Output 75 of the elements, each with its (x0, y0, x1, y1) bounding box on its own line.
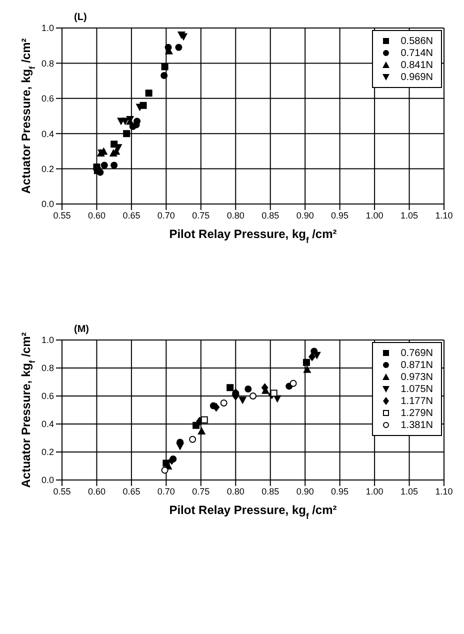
point (161, 63, 168, 70)
y-tick-label: 0.2 (41, 447, 54, 458)
point (290, 380, 297, 387)
x-tick-label: 0.75 (192, 210, 210, 220)
legend-label: 0.769N (400, 348, 433, 358)
point (303, 365, 312, 373)
y-tick-label: 1.0 (41, 335, 54, 346)
legend-label: 0.841N (400, 60, 433, 70)
x-tick-label: 0.60 (88, 486, 106, 496)
x-tick-label: 0.85 (262, 486, 280, 496)
y-tick-label: 0.6 (41, 94, 54, 104)
y-tick-label: 0.4 (41, 419, 54, 430)
x-tick-label: 0.90 (296, 210, 314, 220)
point (189, 436, 196, 443)
legend-label: 0.871N (400, 360, 433, 370)
x-tick-label: 0.55 (53, 486, 71, 496)
x-tick-label: 1.00 (366, 210, 384, 220)
x-tick-label: 0.80 (226, 210, 244, 220)
point (176, 442, 184, 450)
point (270, 390, 278, 397)
legend-label: 0.586N (400, 36, 433, 46)
legend-label: 1.075N (400, 384, 433, 394)
y-tick-label: 0.0 (41, 199, 54, 210)
y-tick-label: 0.4 (41, 128, 54, 139)
x-tick-label: 1.05 (400, 210, 418, 220)
point (161, 466, 168, 474)
legend-label: 1.177N (400, 396, 433, 406)
x-tick-label: 0.75 (192, 486, 210, 496)
point (200, 416, 208, 424)
x-tick-label: 1.10 (435, 210, 453, 220)
point (238, 396, 247, 404)
x-tick-label: 0.90 (296, 486, 314, 496)
point (226, 384, 234, 392)
legend-label: 1.279N (400, 408, 433, 418)
x-tick-label: 0.65 (122, 210, 140, 220)
x-tick-label: 1.10 (435, 486, 453, 496)
x-tick-label: 0.60 (88, 210, 106, 220)
point (198, 427, 206, 434)
point (160, 72, 168, 80)
x-tick-label: 1.05 (400, 486, 418, 496)
x-tick-label: 0.70 (157, 486, 175, 496)
y-tick-label: 0.6 (41, 391, 54, 402)
x-tick-label: 1.00 (366, 486, 384, 496)
point (220, 400, 228, 406)
point (175, 44, 182, 51)
legend-label: 0.969N (400, 72, 433, 82)
point (110, 162, 118, 169)
x-tick-label: 0.85 (262, 210, 280, 220)
y-tick-label: 0.2 (41, 164, 54, 174)
y-tick-label: 1.0 (41, 23, 54, 34)
chart-title: (L) (74, 12, 87, 23)
point (123, 130, 130, 138)
x-tick-label: 0.55 (53, 210, 71, 220)
point (308, 352, 316, 362)
point (302, 358, 310, 366)
point (244, 386, 252, 392)
x-axis-title: Pilot Relay Pressure, kg$_{f}$/cm² (169, 503, 337, 521)
point (250, 392, 256, 400)
x-tick-label: 0.70 (157, 210, 175, 220)
point (96, 168, 104, 176)
legend-label: 0.714N (400, 48, 433, 58)
chart-title: (M) (74, 324, 89, 335)
legend-label: 1.381N (400, 420, 433, 430)
y-tick-label: 0.8 (41, 363, 54, 374)
point (132, 121, 140, 128)
x-tick-label: 0.95 (331, 210, 349, 220)
x-axis-title: Pilot Relay Pressure, kg$_{f}$/cm² (169, 227, 337, 245)
y-tick-label: 0.8 (41, 58, 54, 68)
x-tick-label: 0.95 (331, 486, 349, 496)
y-tick-label: 0.0 (41, 475, 54, 486)
point (145, 90, 152, 97)
point (100, 162, 108, 169)
x-tick-label: 0.80 (226, 486, 244, 496)
x-tick-label: 0.65 (122, 486, 140, 496)
legend-label: 0.973N (400, 372, 433, 382)
